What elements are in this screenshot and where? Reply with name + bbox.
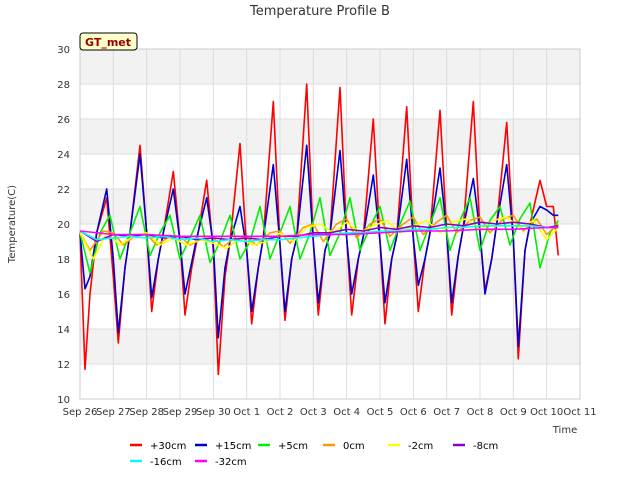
y-tick-label: 10 [57, 395, 70, 406]
background-band [80, 49, 580, 84]
y-tick-label: 28 [57, 80, 70, 91]
background-band [80, 119, 580, 154]
x-tick-label: Oct 3 [300, 407, 327, 418]
x-tick-label: Sep 30 [196, 407, 231, 418]
y-tick-label: 18 [57, 255, 70, 266]
series-line-16cm [79, 225, 559, 243]
series-line-8cm [79, 221, 559, 243]
x-tick-label: Oct 6 [400, 407, 427, 418]
series-line-5cm [79, 197, 559, 274]
legend-label-32cm: -32cm [215, 457, 247, 468]
series-line-15cm [79, 144, 559, 348]
y-tick-label: 14 [57, 325, 70, 336]
x-tick-label: Oct 4 [333, 407, 360, 418]
x-tick-label: Oct 10 [530, 407, 563, 418]
x-tick-label: Oct 11 [563, 407, 596, 418]
gt-met-label: GT_met [85, 36, 131, 49]
x-tick-label: Sep 27 [96, 407, 131, 418]
y-tick-label: 24 [57, 150, 70, 161]
x-axis-label: Time [552, 425, 577, 436]
x-tick-label: Oct 9 [500, 407, 527, 418]
background-band [80, 329, 580, 364]
x-tick-label: Oct 1 [233, 407, 260, 418]
y-tick-label: 12 [57, 360, 70, 371]
x-tick-label: Oct 7 [433, 407, 460, 418]
gt-met-annotation: GT_met [79, 32, 138, 51]
legend-label-8cm: -8cm [473, 441, 498, 452]
legend-label-30cm: +30cm [150, 441, 186, 452]
legend-label-16cm: -16cm [150, 457, 182, 468]
legend-label-0cm: 0cm [343, 441, 365, 452]
chart-title: Temperature Profile B [249, 4, 390, 19]
legend-label-5cm: +5cm [278, 441, 308, 452]
legend: +30cm +15cm +5cm 0cm -2cm -8cm -16cm -32cm [130, 441, 498, 468]
y-axis-label: Temperature(C) [7, 185, 18, 264]
y-tick-label: 22 [57, 185, 70, 196]
gt-met-box [79, 32, 138, 51]
x-tick-label: Sep 26 [63, 407, 98, 418]
background-band [80, 259, 580, 294]
legend-label-2cm: -2cm [408, 441, 433, 452]
x-tick-label: Oct 5 [367, 407, 394, 418]
y-tick-label: 26 [57, 115, 70, 126]
legend-label-15cm: +15cm [215, 441, 251, 452]
series-lines [79, 83, 560, 376]
x-tick-label: Sep 29 [163, 407, 198, 418]
y-tick-label: 20 [57, 220, 70, 231]
y-tick-label: 30 [57, 45, 70, 56]
series-line-32cm [79, 226, 559, 238]
background-bands [80, 49, 580, 364]
x-tick-label: Oct 2 [267, 407, 294, 418]
y-axis-ticks: 10 12 14 16 18 20 22 24 26 28 30 [57, 45, 70, 406]
y-tick-label: 16 [57, 290, 70, 301]
x-tick-label: Oct 8 [467, 407, 494, 418]
x-tick-label: Sep 28 [129, 407, 164, 418]
plot-frame [79, 48, 581, 400]
